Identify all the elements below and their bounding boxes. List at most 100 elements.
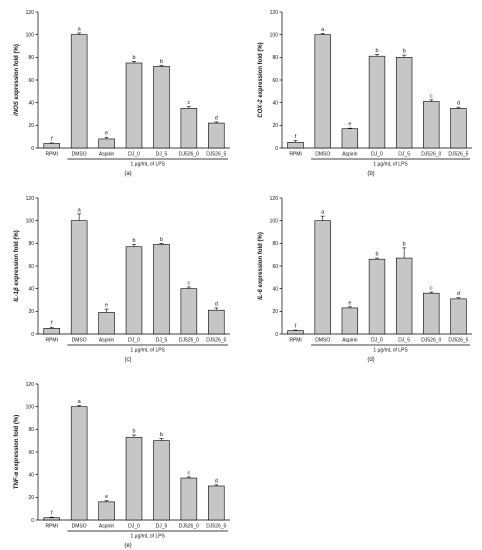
y-tick-label: 60: [28, 450, 34, 456]
y-tick-label: 100: [26, 404, 35, 410]
chart-panel: 0 20 40 60 80 100 120 IL-1β expression fold (%)…: [14, 196, 230, 363]
bar: [341, 307, 359, 335]
y-tick-label: 120: [26, 382, 35, 388]
x-tick-label: DJ_5: [398, 152, 410, 158]
bar: [368, 258, 386, 335]
y-tick-label: 20: [28, 495, 34, 501]
x-tick-label: RPMI: [45, 524, 58, 530]
y-tick-label: 120: [26, 10, 35, 16]
chart-panel: 0 20 40 60 80 100 120 TNF-α expression fold (%)…: [14, 382, 230, 549]
x-axis-label: 1 µg/mL of LPS: [131, 348, 166, 354]
y-axis-label-gene: TNF-α: [14, 472, 20, 490]
x-tick-label: RPMI: [45, 338, 58, 344]
bar: [314, 34, 331, 149]
significance-letter: f: [51, 321, 53, 327]
y-axis-label: IL-1β expression fold (%): [14, 230, 20, 301]
bar: [153, 440, 170, 521]
significance-letter: f: [295, 324, 297, 330]
significance-letter: b: [375, 252, 378, 258]
y-axis-label: IL-6 expression fold (%): [258, 232, 264, 300]
bar: [180, 288, 198, 335]
y-tick-label: 60: [28, 264, 34, 270]
y-tick-label: 60: [28, 78, 34, 84]
x-tick-label: DJ526_0: [421, 338, 441, 344]
x-tick-label: DMSO: [315, 338, 330, 344]
panel-label: (e): [124, 543, 131, 549]
x-tick-label: DMSO: [315, 152, 330, 158]
x-tick-label: DJ526_5: [206, 152, 226, 158]
y-axis-label-text: expression fold (%): [14, 230, 20, 287]
x-tick-label: DJ_0: [128, 338, 140, 344]
y-tick-label: 20: [272, 123, 278, 129]
bar: [450, 298, 467, 335]
x-tick-label: Aspirin: [99, 524, 115, 530]
y-tick-label: 100: [270, 218, 279, 224]
y-tick-label: 80: [28, 241, 34, 247]
x-tick-label: Aspirin: [342, 338, 358, 344]
bar: [208, 485, 225, 521]
x-tick-label: DJ_0: [128, 524, 140, 530]
y-tick-label: 40: [272, 100, 278, 106]
x-tick-label: DJ_5: [156, 338, 168, 344]
x-axis-label: 1 µg/mL of LPS: [373, 162, 408, 168]
bar: [423, 292, 440, 335]
bar: [153, 66, 170, 149]
x-tick-label: DJ526_0: [179, 152, 199, 158]
y-tick-label: 0: [31, 146, 34, 152]
y-tick-label: 80: [272, 55, 278, 61]
bar: [98, 138, 115, 149]
panel-label: (c): [125, 357, 132, 363]
y-tick-label: 20: [28, 123, 34, 129]
y-tick-label: 40: [28, 286, 34, 292]
bar: [368, 55, 386, 149]
bar: [395, 257, 413, 335]
significance-letter: d: [457, 101, 460, 107]
y-tick-label: 80: [272, 241, 278, 247]
x-tick-label: RPMI: [45, 152, 58, 158]
x-tick-label: DJ_5: [156, 152, 168, 158]
y-axis-label-text: expression fold (%): [258, 232, 264, 289]
y-tick-label: 120: [26, 196, 35, 202]
x-tick-label: Aspirin: [342, 152, 358, 158]
bar: [287, 142, 304, 149]
x-tick-label: RPMI: [289, 152, 302, 158]
y-axis-label: COX-2 expression fold (%): [258, 42, 264, 117]
y-tick-label: 100: [270, 32, 279, 38]
y-tick-label: 20: [28, 309, 34, 315]
y-tick-label: 80: [28, 55, 34, 61]
significance-letter: e: [105, 303, 108, 309]
panel-label: (a): [124, 171, 131, 177]
y-tick-label: 100: [26, 32, 35, 38]
significance-letter: c: [430, 93, 433, 99]
significance-letter: b: [160, 432, 163, 438]
bar: [43, 328, 60, 335]
bar: [180, 108, 198, 149]
bar: [98, 312, 115, 335]
significance-letter: b: [160, 237, 163, 243]
bar: [70, 220, 88, 335]
y-axis-label-gene: iNOS: [14, 101, 20, 116]
chart-panel: 0 20 40 60 80 100 120 IL-6 expression fold (%) f…: [258, 196, 472, 363]
significance-letter: b: [132, 55, 135, 61]
x-tick-label: DJ526_5: [448, 152, 468, 158]
x-tick-label: DJ_0: [371, 152, 383, 158]
bar: [180, 477, 198, 521]
y-axis-label-text: expression fold (%): [258, 42, 264, 99]
panel-label: (b): [367, 171, 374, 177]
y-tick-label: 40: [28, 100, 34, 106]
significance-letter: a: [78, 26, 82, 32]
x-tick-label: DJ526_5: [448, 338, 468, 344]
x-tick-label: DJ526_0: [179, 338, 199, 344]
bar: [208, 122, 225, 149]
significance-letter: f: [51, 136, 53, 142]
x-tick-label: DJ526_0: [179, 524, 199, 530]
x-tick-label: Aspirin: [99, 152, 115, 158]
bar: [341, 128, 359, 149]
y-axis-label: iNOS expression fold (%): [14, 44, 20, 116]
significance-letter: b: [375, 48, 378, 54]
bar: [423, 101, 440, 149]
y-tick-label: 40: [272, 286, 278, 292]
y-tick-label: 0: [31, 518, 34, 524]
x-tick-label: DJ_0: [128, 152, 140, 158]
y-axis-label-gene: IL-1β: [14, 287, 20, 302]
